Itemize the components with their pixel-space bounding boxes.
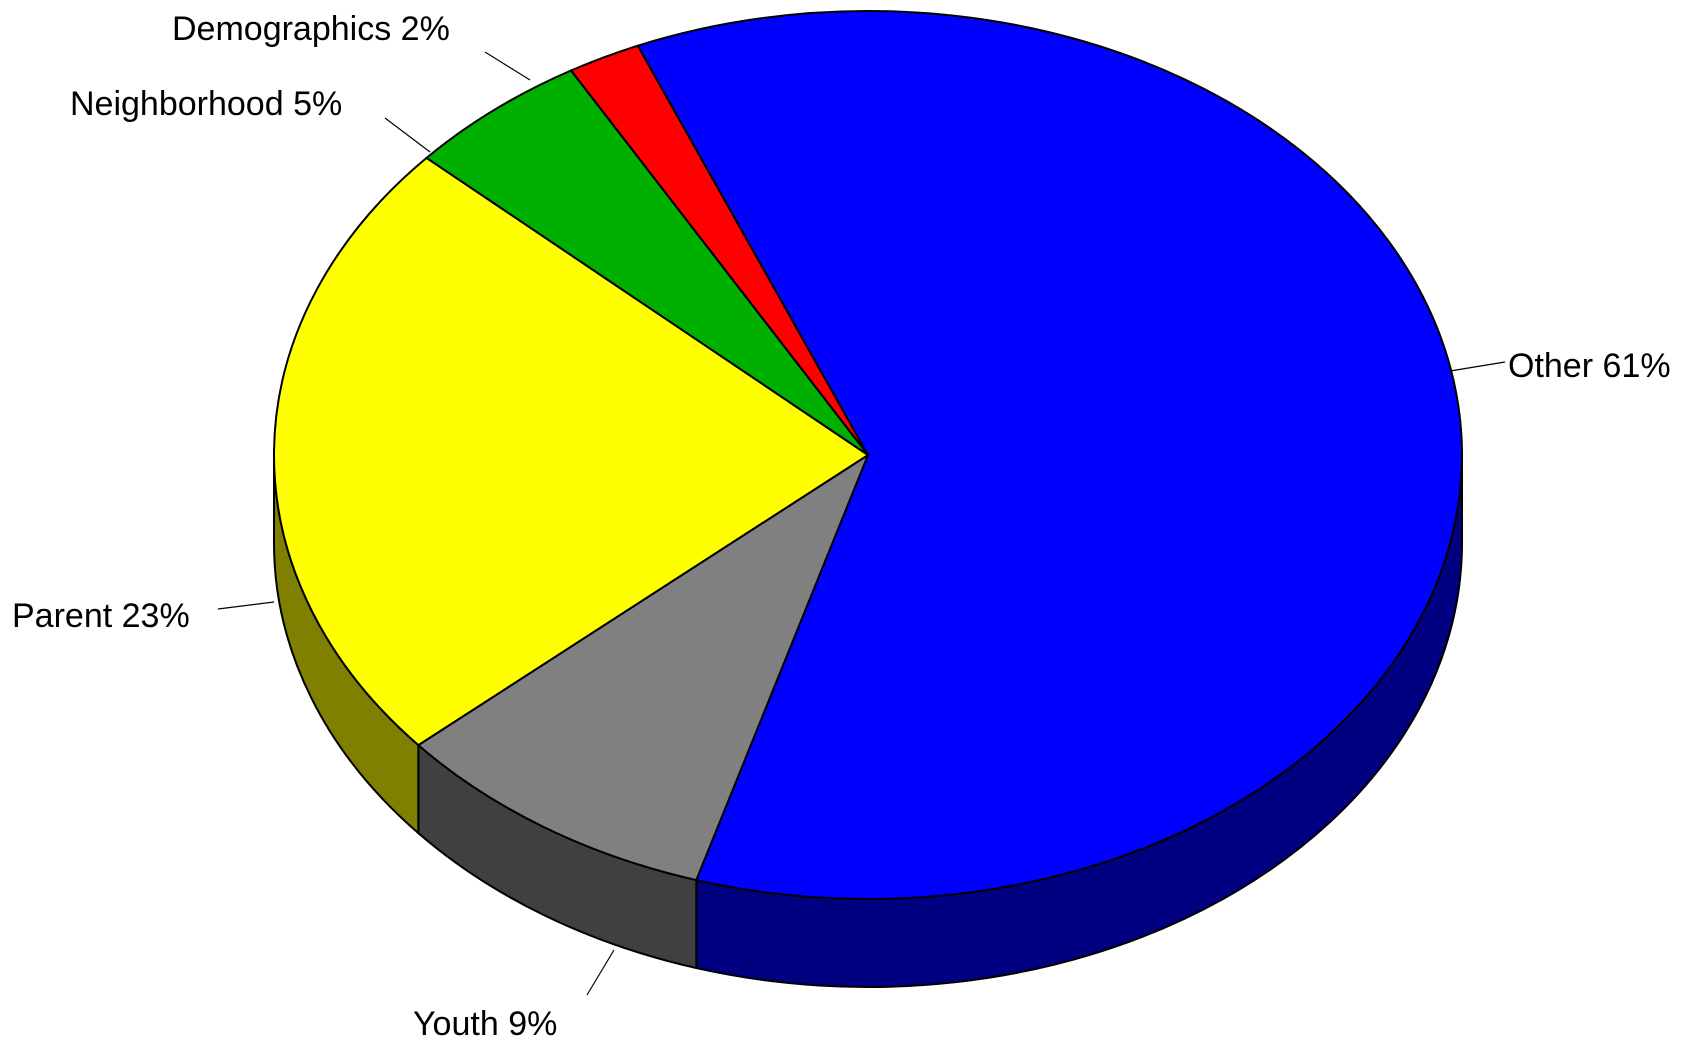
label-youth-pct: 9% (508, 1005, 557, 1041)
label-demographics-pct: 2% (401, 10, 450, 48)
pie-tops (273, 10, 1463, 900)
label-parent: Parent 23% (12, 597, 190, 635)
label-neighborhood-gap (284, 85, 293, 123)
label-neighborhood-pct: 5% (293, 85, 342, 123)
label-demographics-name: Demographics (172, 10, 391, 48)
leader-parent (217, 601, 275, 610)
label-neighborhood-name: Neighborhood (70, 85, 284, 123)
label-parent-pct: 23% (122, 597, 190, 635)
slice-other (636, 10, 1463, 900)
label-other-pct: 61% (1603, 347, 1671, 385)
pie-labels: Demographics 2% Neighborhood 5% Other 61… (12, 10, 1671, 1041)
slice-neighborhood (424, 69, 869, 456)
label-parent-name: Parent (12, 597, 113, 635)
leader-demographics (484, 51, 531, 81)
label-parent-gap (112, 597, 121, 635)
label-demographics-gap (391, 10, 400, 48)
label-youth: Youth 9% (413, 1005, 557, 1041)
label-youth-name: Youth (413, 1005, 499, 1041)
leader-neighborhood (384, 117, 431, 153)
leader-youth (586, 949, 615, 996)
slice-youth (416, 452, 871, 882)
label-other-name: Other (1508, 347, 1593, 385)
label-youth-gap (499, 1005, 508, 1041)
slice-parent (273, 156, 870, 747)
label-other: Other 61% (1508, 347, 1671, 385)
label-other-gap (1593, 347, 1602, 385)
label-neighborhood: Neighborhood 5% (70, 85, 342, 123)
label-demographics: Demographics 2% (172, 10, 450, 48)
leader-other (1449, 361, 1506, 372)
